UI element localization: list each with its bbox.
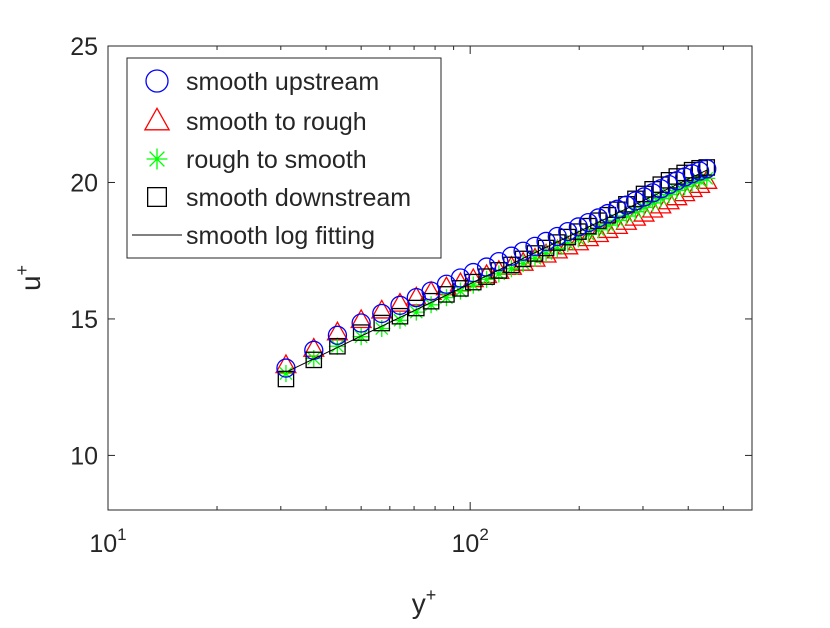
x-tick-label: 102 (452, 525, 489, 558)
legend-marker (145, 69, 169, 93)
data-point (329, 337, 346, 355)
data-point (407, 303, 425, 321)
legend-label: smooth to rough (186, 108, 367, 136)
data-point (450, 268, 471, 288)
data-point (390, 295, 410, 315)
y-tick-label: 15 (70, 306, 98, 334)
data-point (478, 268, 495, 285)
data-point (536, 231, 556, 252)
legend-label: rough to smooth (186, 146, 367, 174)
data-point (370, 299, 393, 319)
tick-labels: 10 15 20 25 101 102 (70, 33, 489, 558)
data-point (503, 256, 520, 274)
data-point (548, 234, 566, 251)
data-point (373, 319, 391, 338)
data-point (502, 260, 520, 278)
data-point (328, 337, 346, 355)
x-axis-label: y+ (412, 585, 437, 619)
data-point (513, 241, 533, 261)
legend-marker (146, 186, 167, 207)
data-point (634, 187, 654, 207)
data-point (526, 245, 544, 262)
data-point (489, 251, 509, 272)
data-point (437, 289, 456, 307)
data-point (351, 313, 371, 333)
y-tick-label: 10 (70, 442, 98, 470)
legend-label: smooth downstream (186, 184, 411, 212)
data-point (635, 198, 653, 216)
data-point (350, 308, 373, 329)
series-smooth-log-fitting (285, 169, 707, 373)
data-point (577, 226, 600, 247)
series-smooth-upstream (276, 159, 717, 378)
legend-marker (146, 148, 168, 170)
data-point (388, 292, 411, 312)
data-point (548, 239, 566, 258)
x-tick-label: 101 (89, 525, 126, 558)
data-point (537, 244, 555, 262)
data-point (652, 190, 670, 208)
data-point (490, 262, 508, 279)
data-point (514, 250, 532, 268)
data-point (305, 351, 323, 369)
data-point (478, 270, 496, 288)
data-point (452, 280, 469, 297)
data-point (682, 164, 702, 184)
legend-label: smooth upstream (186, 68, 379, 96)
legend-box (126, 57, 442, 259)
data-point (625, 191, 646, 211)
y-tick-label: 20 (70, 169, 98, 197)
data-point (547, 226, 567, 247)
data-point (514, 254, 532, 273)
legend: smooth upstream smooth to rough rough to s… (126, 57, 442, 259)
y-tick-label: 25 (70, 33, 98, 61)
data-point (525, 236, 545, 256)
axes-box (107, 45, 753, 511)
data-point (372, 303, 392, 324)
data-point (660, 185, 678, 204)
data-point (567, 230, 590, 251)
data-point (689, 161, 710, 181)
data-point (599, 216, 617, 234)
data-point (501, 246, 522, 266)
data-point (451, 282, 469, 300)
data-point (391, 311, 409, 329)
legend-label: smooth log fitting (186, 222, 375, 250)
data-point (587, 222, 610, 243)
data-point (327, 325, 348, 345)
data-point (526, 249, 544, 267)
data-point (558, 221, 578, 242)
y-axis-label: u+ (12, 265, 46, 291)
data-point (352, 328, 370, 346)
data-point (277, 370, 295, 388)
data-point (617, 207, 635, 225)
data-point (697, 159, 717, 179)
axis-ticks (107, 45, 752, 510)
data-point (463, 262, 483, 283)
data-point (277, 364, 295, 383)
data-point (438, 286, 455, 303)
fit-line (285, 169, 707, 373)
data-point (608, 211, 626, 229)
data-point (422, 296, 440, 314)
data-point (626, 203, 645, 221)
data-point (537, 239, 555, 257)
data-point (436, 274, 457, 294)
data-point (559, 235, 577, 253)
legend-marker (143, 107, 171, 131)
data-point (464, 273, 482, 291)
data-point (616, 195, 637, 215)
data-point (391, 307, 409, 325)
data-point (490, 265, 508, 283)
data-point (589, 221, 607, 239)
data-point (464, 276, 482, 294)
data-point (644, 194, 662, 212)
data-marks (274, 159, 718, 388)
